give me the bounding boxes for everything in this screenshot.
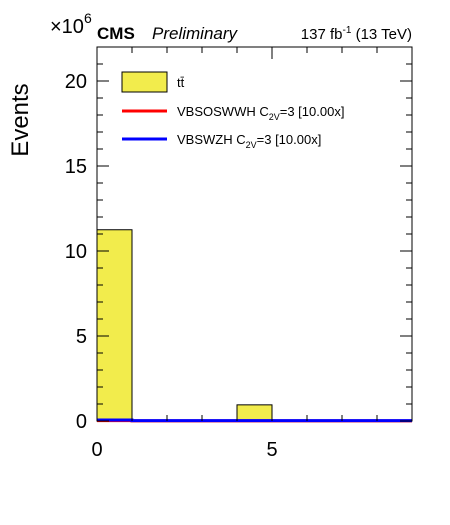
y-axis-multiplier: ×106 [50, 10, 92, 38]
y-tick-label-0: 0 [76, 411, 87, 433]
legend-swatch-ttbar [121, 71, 168, 93]
lines-layer [97, 418, 412, 423]
legend-label-0: tt̄ [177, 75, 185, 90]
cms-label: CMS [97, 24, 135, 43]
preliminary-label: Preliminary [152, 24, 239, 43]
y-tick-label-10: 10 [65, 241, 87, 263]
lumi-value: 137 fb [301, 26, 343, 43]
y-multiplier-exponent: 6 [84, 10, 92, 26]
bar-ttbar-bin-4 [236, 404, 273, 422]
x-tick-label-5: 5 [266, 439, 277, 461]
bar-ttbar-bin-0 [96, 229, 133, 422]
legend: tt̄ VBSOSWWH C2V=3 [10.00x] VBSWZH C2V=3 [… [121, 71, 344, 150]
bars-layer [96, 229, 273, 422]
y-tick-label-5: 5 [76, 326, 87, 348]
y-multiplier-base: ×10 [50, 16, 84, 38]
y-tick-label-15: 15 [65, 156, 87, 178]
y-tick-label-20: 20 [65, 71, 87, 93]
luminosity-label: 137 fb-1 (13 TeV) [301, 25, 412, 43]
x-tick-label-0: 0 [91, 439, 102, 461]
legend-label-2: VBSWZH C2V=3 [10.00x] [177, 132, 321, 150]
ticks-layer: 0 5 0 5 10 15 20 [65, 46, 413, 461]
series-line-2 [97, 418, 412, 423]
legend-label-1: VBSOSWWH C2V=3 [10.00x] [177, 104, 344, 122]
lumi-exponent: -1 [343, 25, 352, 36]
lumi-energy: (13 TeV) [351, 26, 412, 43]
y-axis-title: Events [7, 83, 34, 156]
